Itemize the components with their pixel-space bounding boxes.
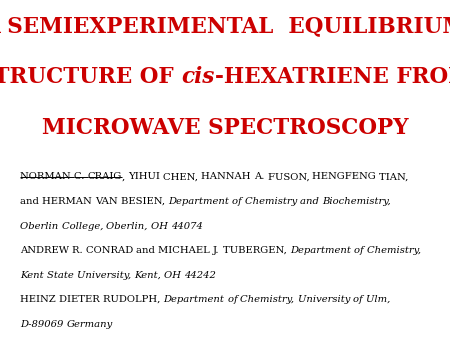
Text: YIHUI: YIHUI bbox=[128, 172, 163, 182]
Text: ,: , bbox=[122, 172, 128, 182]
Text: Department: Department bbox=[163, 295, 228, 304]
Text: RUDOLPH,: RUDOLPH, bbox=[103, 295, 163, 304]
Text: DIETER: DIETER bbox=[59, 295, 103, 304]
Text: Oberlin: Oberlin bbox=[20, 222, 62, 231]
Text: Biochemistry,: Biochemistry, bbox=[322, 197, 394, 206]
Text: Chemistry: Chemistry bbox=[245, 197, 301, 206]
Text: 44074: 44074 bbox=[171, 222, 202, 231]
Text: BESIEN,: BESIEN, bbox=[121, 197, 168, 206]
Text: Ulm,: Ulm, bbox=[366, 295, 393, 304]
Text: Department: Department bbox=[168, 197, 232, 206]
Text: Oberlin,: Oberlin, bbox=[106, 222, 151, 231]
Text: and: and bbox=[20, 197, 42, 206]
Text: D-89069: D-89069 bbox=[20, 320, 67, 329]
Text: College,: College, bbox=[62, 222, 106, 231]
Text: HANNAH: HANNAH bbox=[202, 172, 254, 182]
Text: HENGFENG: HENGFENG bbox=[312, 172, 379, 182]
Text: MICROWAVE SPECTROSCOPY: MICROWAVE SPECTROSCOPY bbox=[42, 117, 408, 139]
Text: TUBERGEN,: TUBERGEN, bbox=[223, 246, 290, 255]
Text: OH: OH bbox=[151, 222, 171, 231]
Text: MICHAEL: MICHAEL bbox=[158, 246, 213, 255]
Text: HEINZ: HEINZ bbox=[20, 295, 59, 304]
Text: TIAN,: TIAN, bbox=[379, 172, 412, 182]
Text: University: University bbox=[297, 295, 353, 304]
Text: ANDREW: ANDREW bbox=[20, 246, 72, 255]
Text: Kent,: Kent, bbox=[134, 271, 164, 280]
Text: J.: J. bbox=[213, 246, 223, 255]
Text: University,: University, bbox=[77, 271, 134, 280]
Text: and: and bbox=[136, 246, 158, 255]
Text: of: of bbox=[228, 295, 240, 304]
Text: STRUCTURE OF: STRUCTURE OF bbox=[0, 66, 181, 88]
Text: A.: A. bbox=[254, 172, 267, 182]
Text: R.: R. bbox=[72, 246, 86, 255]
Text: and: and bbox=[301, 197, 322, 206]
Text: HERMAN: HERMAN bbox=[42, 197, 95, 206]
Text: OH: OH bbox=[164, 271, 184, 280]
Text: Department: Department bbox=[290, 246, 354, 255]
Text: -HEXATRIENE FROM: -HEXATRIENE FROM bbox=[215, 66, 450, 88]
Text: CONRAD: CONRAD bbox=[86, 246, 136, 255]
Text: State: State bbox=[47, 271, 77, 280]
Text: Chemistry,: Chemistry, bbox=[367, 246, 424, 255]
Text: Germany: Germany bbox=[67, 320, 113, 329]
Text: CRAIG: CRAIG bbox=[87, 172, 122, 182]
Text: NORMAN: NORMAN bbox=[20, 172, 74, 182]
Text: of: of bbox=[353, 295, 366, 304]
Text: cis: cis bbox=[181, 66, 215, 88]
Text: Chemistry,: Chemistry, bbox=[240, 295, 297, 304]
Text: CHEN,: CHEN, bbox=[163, 172, 202, 182]
Text: 44242: 44242 bbox=[184, 271, 216, 280]
Text: VAN: VAN bbox=[95, 197, 121, 206]
Text: C.: C. bbox=[74, 172, 87, 182]
Text: of: of bbox=[354, 246, 367, 255]
Text: FUSON,: FUSON, bbox=[267, 172, 312, 182]
Text: of: of bbox=[232, 197, 245, 206]
Text: Kent: Kent bbox=[20, 271, 47, 280]
Text: A SEMIEXPERIMENTAL  EQUILIBRIUM: A SEMIEXPERIMENTAL EQUILIBRIUM bbox=[0, 15, 450, 37]
